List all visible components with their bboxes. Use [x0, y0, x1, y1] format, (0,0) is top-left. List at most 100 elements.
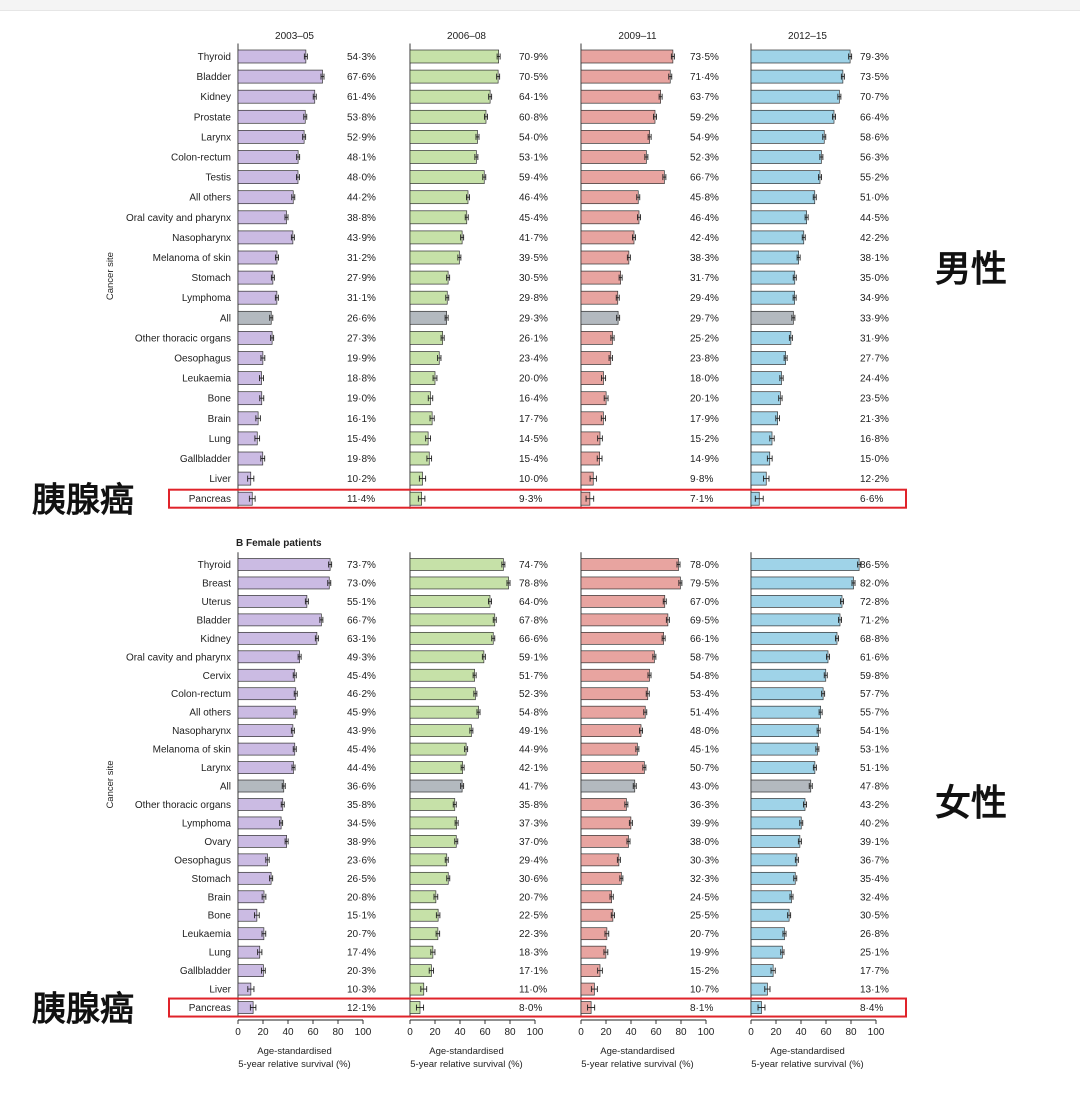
value-label: 25·2% — [690, 333, 719, 344]
error-bar — [464, 746, 469, 753]
value-label: 50·7% — [690, 763, 719, 774]
error-bar — [812, 764, 817, 771]
value-label: 35·8% — [519, 800, 548, 811]
error-bar — [319, 616, 324, 623]
bar — [409, 170, 485, 184]
bar — [237, 431, 258, 446]
bar — [580, 109, 656, 124]
error-bar — [452, 801, 457, 808]
category-label: Cervix — [203, 671, 231, 682]
highlight-box-pancreas — [168, 997, 907, 1018]
value-label: 71·4% — [690, 72, 719, 83]
value-label: 8·1% — [690, 1003, 713, 1014]
bar — [580, 724, 642, 737]
category-label: Lymphoma — [182, 818, 232, 829]
error-bar — [801, 234, 806, 241]
period-title: 2006–08 — [447, 31, 486, 42]
error-bar — [296, 174, 300, 181]
value-label: 72·8% — [860, 597, 889, 608]
error-bar — [249, 1004, 257, 1011]
error-bar — [636, 194, 641, 201]
bar — [237, 742, 296, 756]
value-label: 20·3% — [347, 966, 376, 977]
value-label: 19·0% — [347, 394, 376, 405]
page-top-bar — [0, 0, 1080, 11]
bar — [237, 779, 285, 793]
error-bar — [488, 93, 493, 100]
error-bar — [615, 294, 620, 301]
value-label: 51·0% — [860, 193, 889, 204]
error-bar — [280, 801, 285, 808]
value-label: 17·1% — [519, 966, 548, 977]
bar — [237, 250, 278, 265]
bar — [750, 290, 795, 305]
category-label: Liver — [209, 474, 231, 485]
error-bar — [835, 635, 839, 642]
bar — [580, 705, 646, 719]
error-bar — [427, 395, 434, 402]
bar — [750, 150, 822, 164]
error-bar — [652, 653, 657, 660]
bar — [237, 705, 296, 719]
value-label: 8·0% — [519, 1003, 542, 1014]
value-label: 63·7% — [690, 92, 719, 103]
bar — [580, 371, 604, 385]
error-bar — [248, 495, 256, 502]
value-label: 51·7% — [519, 671, 548, 682]
x-tick-label: 40 — [625, 1027, 637, 1038]
bar — [409, 558, 504, 571]
error-bar — [281, 783, 286, 790]
value-label: 36·7% — [860, 855, 889, 866]
error-bar — [440, 334, 445, 341]
bar — [580, 230, 635, 245]
value-label: 38·3% — [690, 253, 719, 264]
error-bar — [496, 53, 501, 60]
bar — [750, 853, 798, 867]
value-label: 14·9% — [690, 454, 719, 465]
error-bar — [793, 875, 798, 882]
value-label: 46·4% — [519, 193, 548, 204]
bar — [580, 779, 636, 793]
error-bar — [662, 174, 667, 181]
category-label: Bladder — [197, 615, 232, 626]
bar — [750, 89, 840, 104]
error-bar — [618, 274, 623, 281]
value-label: 8·4% — [860, 1003, 883, 1014]
value-label: 59·8% — [860, 671, 889, 682]
error-bar — [269, 875, 274, 882]
bar — [750, 631, 838, 645]
x-tick-label: 0 — [578, 1027, 584, 1038]
bar — [580, 69, 671, 84]
error-bar — [261, 893, 267, 900]
error-bar — [260, 355, 266, 361]
value-label: 64·1% — [519, 92, 548, 103]
error-bar — [676, 561, 681, 568]
value-label: 53·1% — [519, 153, 548, 164]
value-label: 39·9% — [690, 818, 719, 829]
error-bar — [265, 856, 270, 863]
value-label: 70·5% — [519, 72, 548, 83]
error-bar — [626, 254, 631, 261]
bar — [750, 779, 812, 793]
error-bar — [476, 709, 481, 716]
error-bar — [604, 930, 610, 937]
error-bar — [848, 53, 853, 60]
error-bar — [491, 635, 496, 642]
error-bar — [775, 415, 780, 422]
value-label: 51·1% — [860, 763, 889, 774]
error-bar — [821, 690, 826, 697]
bar — [580, 964, 601, 977]
value-label: 15·4% — [519, 454, 548, 465]
bar — [750, 576, 854, 590]
error-bar — [254, 912, 260, 919]
x-axis-title: Age-standardised — [429, 1046, 503, 1057]
error-bar — [782, 930, 787, 937]
error-bar — [816, 727, 821, 734]
error-bar — [832, 113, 836, 120]
highlight-annotation-pancreas: 胰腺癌 — [32, 481, 134, 521]
value-label: 20·1% — [690, 394, 719, 405]
value-label: 47·8% — [860, 782, 889, 793]
error-bar — [492, 616, 497, 623]
value-label: 30·5% — [519, 273, 548, 284]
error-bar — [293, 709, 298, 716]
